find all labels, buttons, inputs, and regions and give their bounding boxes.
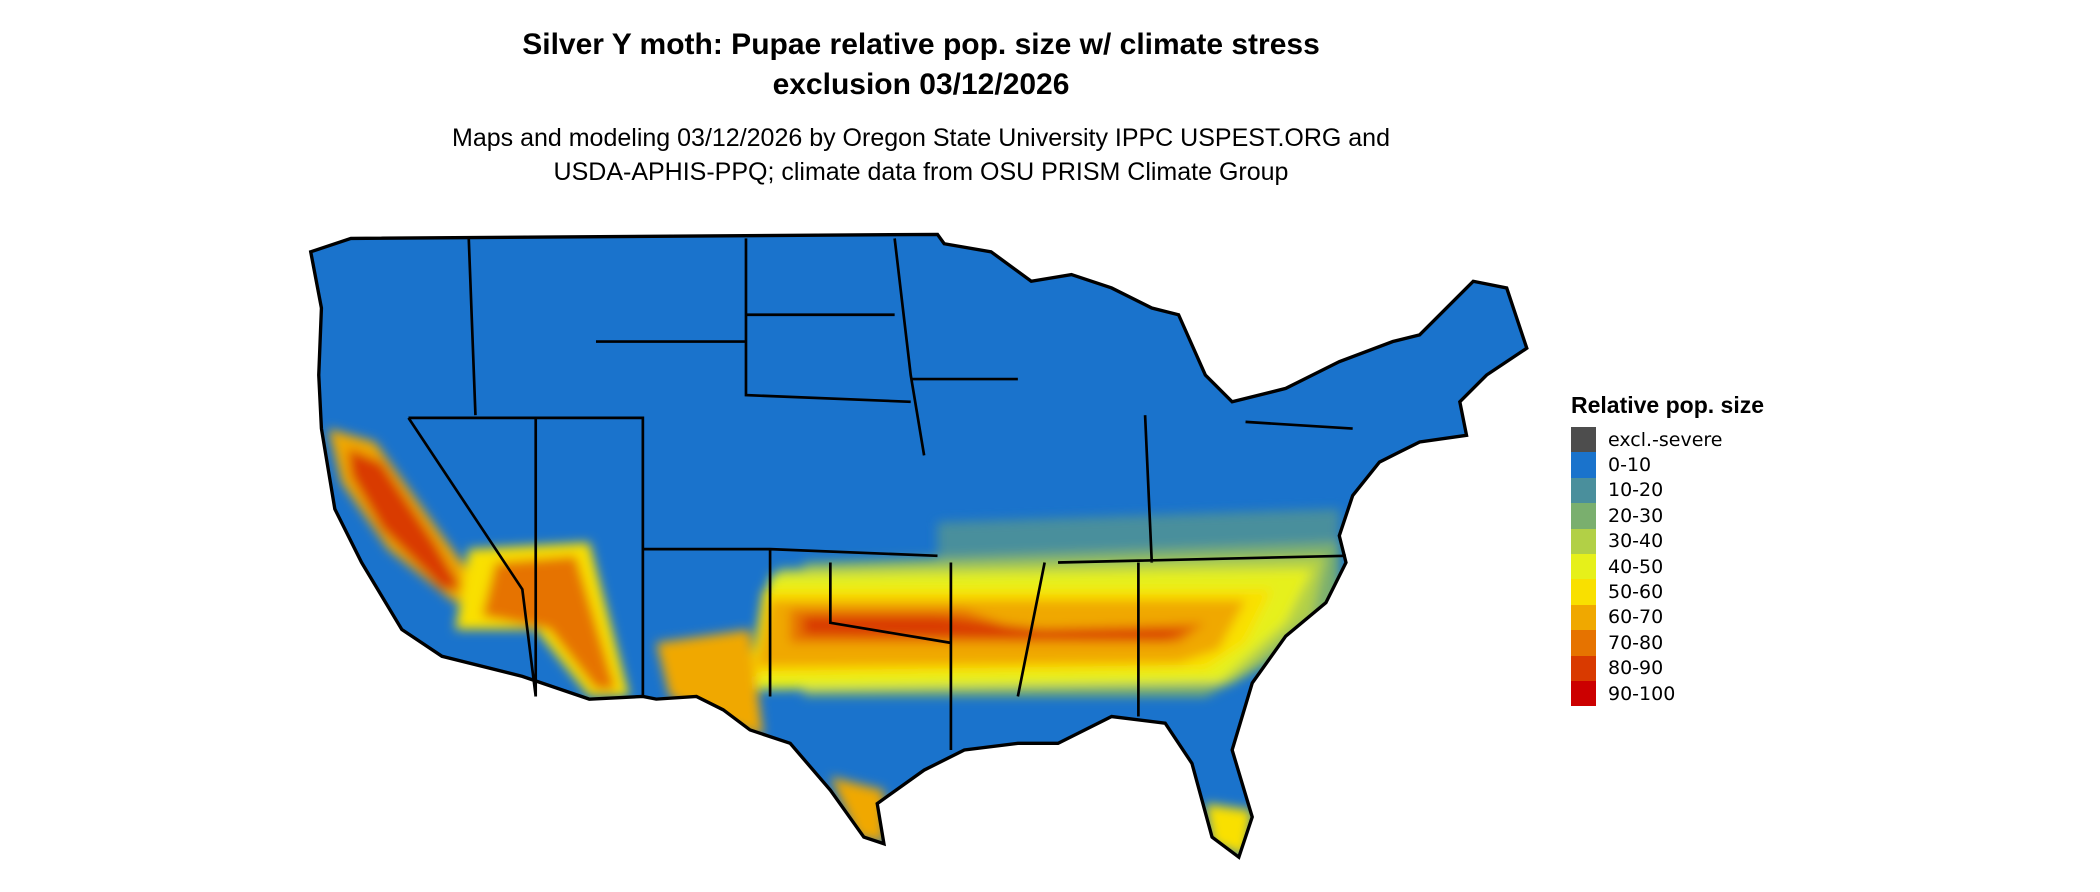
legend-item: 60-70	[1571, 604, 1764, 631]
legend-swatch	[1571, 680, 1596, 707]
state-borders	[401, 238, 1353, 751]
subtitle-line1: Maps and modeling 03/12/2026 by Oregon S…	[452, 124, 1390, 152]
legend-title: Relative pop. size	[1571, 392, 1765, 418]
population-raster	[310, 234, 1527, 858]
legend-swatch	[1571, 452, 1596, 478]
legend-label: 70-80	[1608, 631, 1664, 654]
legend-item: excl.-severe	[1571, 427, 1764, 453]
legend-label: 0-10	[1608, 454, 1652, 477]
legend-swatch	[1571, 477, 1596, 504]
subtitle-line2: USDA-APHIS-PPQ; climate data from OSU PR…	[553, 158, 1289, 186]
legend: Relative pop. size excl.-severe 0-10 10-20…	[1571, 392, 1765, 707]
legend-item: 10-20	[1571, 477, 1764, 504]
legend-item: 90-100	[1571, 680, 1764, 707]
map-title-line1: Silver Y moth: Pupae relative pop. size …	[522, 28, 1320, 61]
legend-label: excl.-severe	[1608, 428, 1723, 451]
legend-swatch	[1571, 655, 1596, 681]
legend-swatch	[1571, 553, 1596, 580]
legend-item: 70-80	[1571, 630, 1764, 656]
legend-item: 50-60	[1571, 579, 1764, 605]
legend-label: 50-60	[1608, 581, 1664, 604]
legend-label: 80-90	[1608, 657, 1664, 680]
legend-item: 20-30	[1571, 503, 1764, 529]
legend-item: 0-10	[1571, 452, 1764, 478]
legend-swatch	[1571, 630, 1596, 656]
legend-swatch	[1571, 427, 1596, 453]
map-title-line2: exclusion 03/12/2026	[772, 68, 1070, 101]
legend-label: 60-70	[1608, 606, 1664, 629]
legend-label: 40-50	[1608, 555, 1664, 578]
legend-swatch	[1571, 503, 1596, 529]
legend-swatch	[1571, 604, 1596, 631]
legend-label: 20-30	[1608, 504, 1664, 527]
legend-label: 90-100	[1608, 682, 1676, 705]
legend-swatch	[1571, 528, 1596, 554]
legend-item: 40-50	[1571, 553, 1764, 580]
legend-label: 10-20	[1608, 479, 1664, 502]
legend-item: 30-40	[1571, 528, 1764, 554]
legend-swatch	[1571, 579, 1596, 605]
legend-label: 30-40	[1608, 530, 1664, 553]
legend-item: 80-90	[1571, 655, 1764, 681]
